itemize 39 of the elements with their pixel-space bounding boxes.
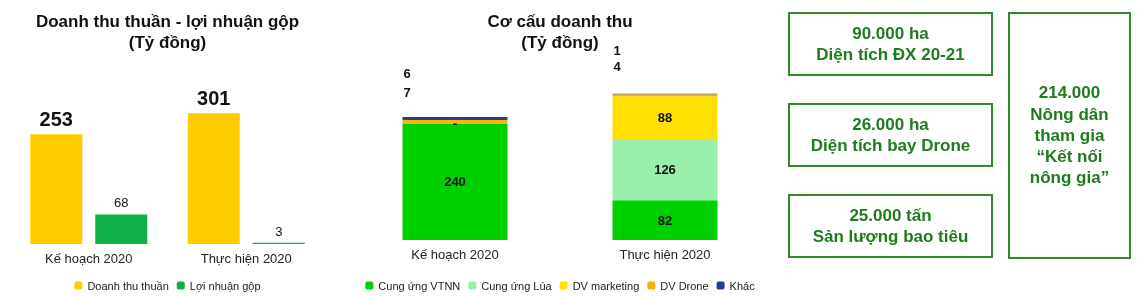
- legend-label: DV Drone: [660, 279, 709, 292]
- chart-title: Doanh thu thuần - lợi nhuận gộp: [35, 12, 300, 31]
- legend-label: Doanh thu thuần: [87, 279, 169, 292]
- data-label: 253: [39, 108, 73, 131]
- bar: [30, 134, 83, 244]
- stat-box: 214.000 Nông dân tham gia “Kết nối nông gia”: [1008, 12, 1131, 259]
- x-tick-label: Thực hiện 2020: [619, 247, 711, 262]
- legend-label: Lợi nhuận gộp: [189, 279, 261, 292]
- legend-label: Cung ứng VTNN: [378, 279, 461, 292]
- legend-label: DV marketing: [572, 279, 640, 292]
- stat-box: 90.000 ha Diện tích ĐX 20-21: [788, 12, 993, 76]
- stat-box: 25.000 tấn Sản lượng bao tiêu: [788, 194, 993, 258]
- bar: [612, 96, 718, 139]
- legend-label: Cung ứng Lúa: [481, 279, 553, 292]
- data-label: 301: [197, 87, 231, 110]
- x-tick-label: Thực hiện 2020: [200, 251, 292, 266]
- chart-subtitle: (Tỷ đồng): [128, 33, 207, 52]
- data-label: 6: [403, 66, 411, 82]
- legend-label: Khác: [729, 279, 756, 292]
- data-label: 88: [657, 110, 673, 126]
- data-label: 68: [114, 195, 129, 211]
- data-label: 126: [654, 162, 676, 178]
- data-label: 7: [403, 85, 411, 101]
- data-label: 3: [275, 223, 283, 239]
- bar: [402, 123, 508, 240]
- chart-subtitle: (Tỷ đồng): [521, 33, 599, 52]
- x-tick-label: Kế hoạch 2020: [45, 251, 133, 266]
- data-label: 4: [613, 59, 622, 75]
- x-tick-label: Kế hoạch 2020: [411, 247, 499, 262]
- bar: [187, 113, 240, 244]
- data-label: 1: [613, 42, 621, 58]
- stat-box: 26.000 ha Diện tích bay Drone: [788, 103, 993, 167]
- bar: [612, 200, 718, 240]
- data-label: 82: [657, 212, 673, 228]
- bar: [95, 214, 148, 244]
- chart-title: Cơ cấu doanh thu: [487, 12, 633, 31]
- bar: [612, 138, 718, 201]
- data-label: 240: [444, 174, 466, 190]
- data-label: -: [452, 115, 458, 131]
